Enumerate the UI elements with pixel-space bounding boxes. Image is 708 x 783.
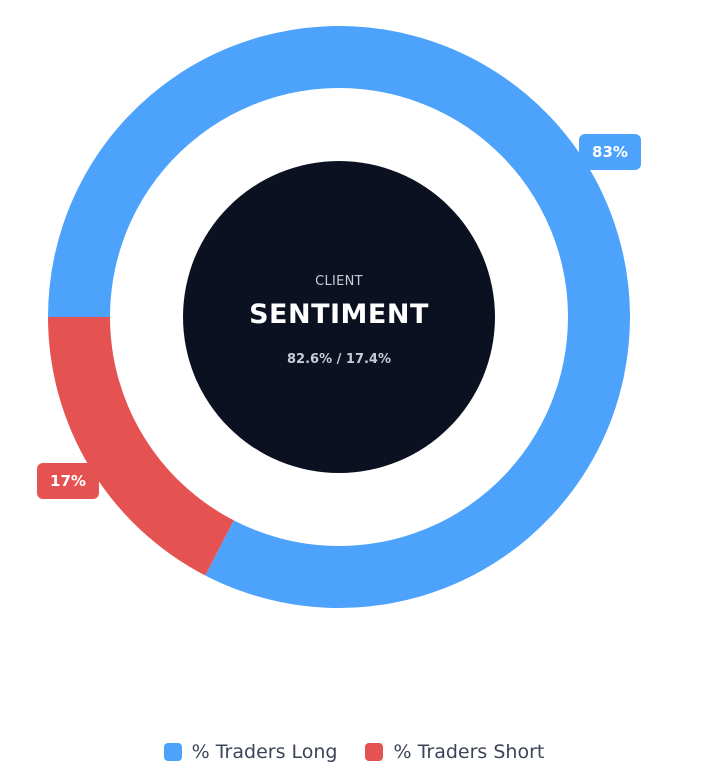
data-label-text-long: 83% xyxy=(592,143,628,161)
data-label-text-short: 17% xyxy=(50,472,86,490)
legend-swatch-short xyxy=(365,743,384,761)
data-label-box-short xyxy=(37,463,99,499)
legend-swatch-long xyxy=(163,743,182,761)
legend-label-short: % Traders Short xyxy=(393,741,545,763)
donut-slices xyxy=(48,25,631,609)
data-label-long: 83% xyxy=(579,134,641,170)
slice-short[interactable] xyxy=(48,317,234,576)
center-title: SENTIMENT xyxy=(249,299,429,330)
legend-label-long: % Traders Long xyxy=(191,741,338,763)
center-disc xyxy=(183,161,495,473)
legend-item-long[interactable]: % Traders Long xyxy=(163,741,338,763)
center-subtitle: CLIENT xyxy=(315,274,363,289)
center-ratio: 82.6% / 17.4% xyxy=(287,352,391,367)
legend-item-short[interactable]: % Traders Short xyxy=(365,741,544,763)
data-labels: 83% 17% xyxy=(37,134,641,499)
data-label-short: 17% xyxy=(37,463,99,499)
legend: % Traders Long % Traders Short xyxy=(0,737,708,767)
data-label-box-long xyxy=(579,134,641,170)
